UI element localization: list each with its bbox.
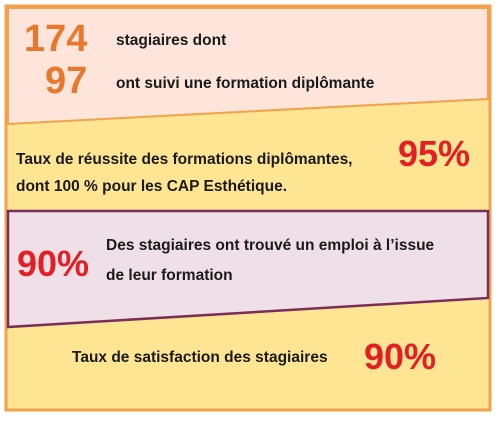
trainees-total-number: 174 <box>24 18 88 60</box>
trainees-panel <box>7 7 489 126</box>
trainees-diploma-number: 97 <box>45 60 88 102</box>
success-rate-line1: Taux de réussite des formations diplôman… <box>16 151 353 168</box>
satisfaction-label: Taux de satisfaction des stagiaires <box>72 349 328 366</box>
employment-line2: de leur formation <box>106 267 233 284</box>
trainees-diploma-label: ont suivi une formation diplômante <box>116 75 375 92</box>
success-rate-value: 95% <box>398 133 471 174</box>
employment-line1: Des stagiaires ont trouvé un emploi à l’… <box>106 237 435 254</box>
employment-panel <box>6 209 490 329</box>
employment-value: 90% <box>17 243 90 284</box>
success-rate-line2: dont 100 % pour les CAP Esthétique. <box>16 178 288 195</box>
satisfaction-value: 90% <box>364 336 437 377</box>
trainees-total-label: stagiaires dont <box>116 32 227 49</box>
